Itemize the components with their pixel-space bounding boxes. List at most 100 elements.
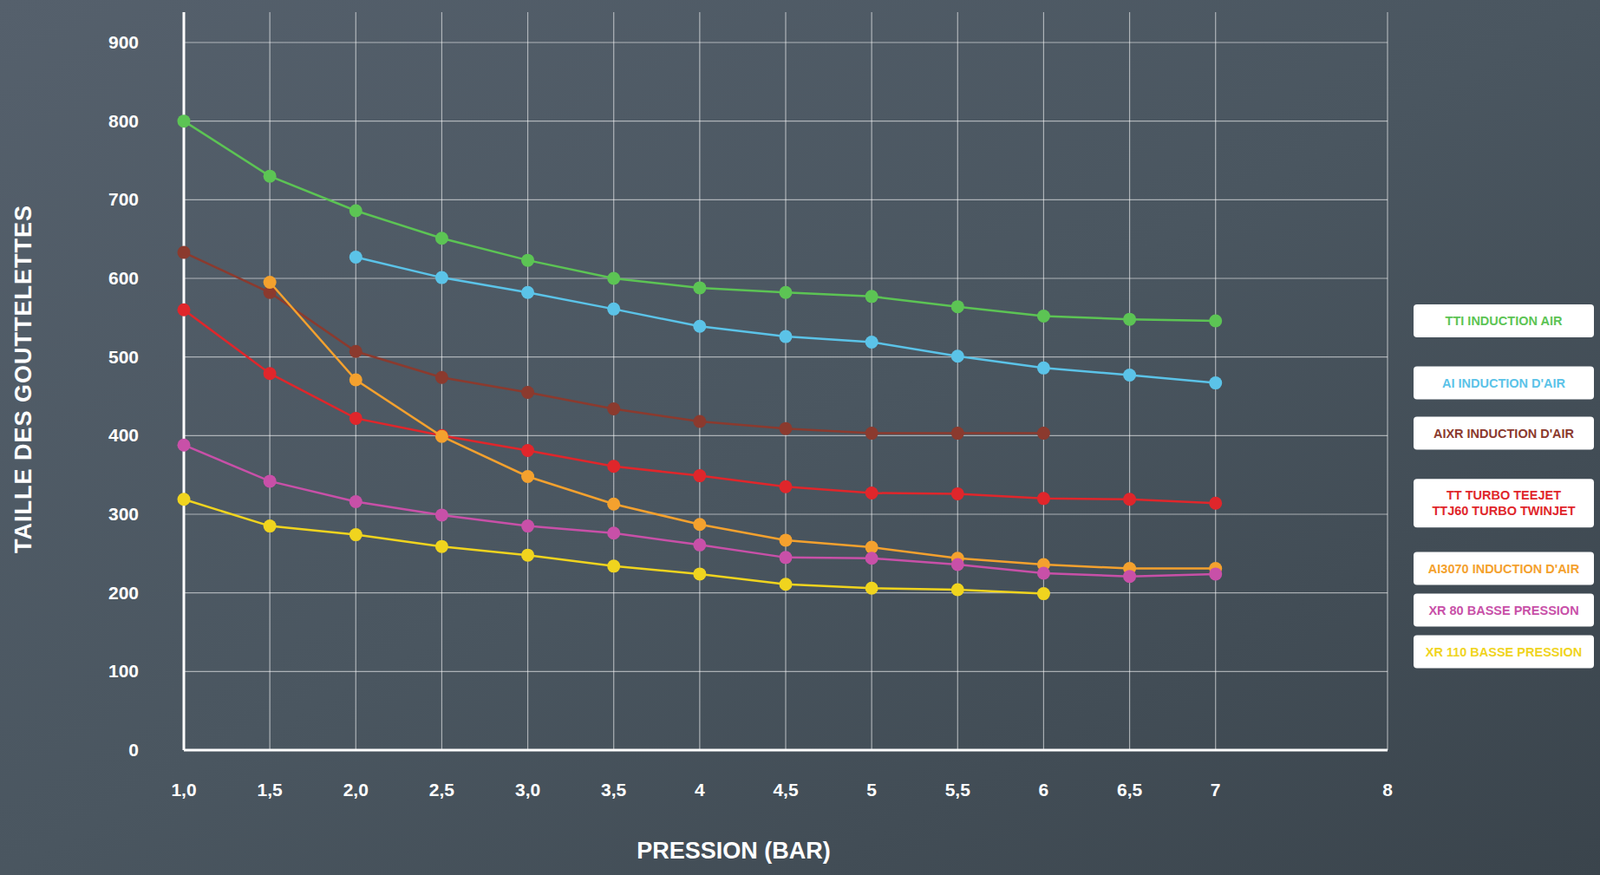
background [0,0,1600,875]
series-point [263,519,277,533]
series-line [183,121,1216,321]
series-point [779,533,793,547]
legend-label: AI3070 INDUCTION D'AIR [1428,561,1581,576]
series-line [183,499,1044,595]
x-tick-label: 4,5 [772,779,799,800]
series-point [263,275,277,289]
legend-label: AI INDUCTION D'AIR [1442,376,1567,391]
series-point [349,345,363,359]
y-tick-label: 200 [108,582,139,603]
x-tick-label: 3,5 [600,779,627,800]
x-tick-label: 1,5 [257,779,284,800]
series-line [183,309,1216,503]
series-point [1037,567,1051,581]
series-point [435,540,449,554]
series-point [865,581,879,595]
series-point [951,487,965,501]
series-point [607,302,621,316]
series-point [435,429,449,443]
legend-label: TTI INDUCTION AIR [1445,313,1563,328]
x-tick-label: 5 [866,779,877,800]
series-point [349,372,363,386]
x-tick-label: 8 [1382,779,1393,800]
series-point [521,519,535,533]
x-tick-label: 3,0 [515,779,541,800]
series-point [607,402,621,416]
series-line [355,257,1215,384]
series-point [865,335,879,349]
x-grid-line [784,12,786,751]
series-point [177,438,191,452]
x-axis-title: PRESSION (BAR) [636,837,831,864]
series-point [521,548,535,562]
y-tick-label: 400 [108,424,139,445]
series-point [1208,496,1222,510]
series-point [607,459,621,473]
series-point [779,422,793,436]
series-point [177,303,191,317]
series-point [951,300,965,314]
y-tick-label: 100 [108,660,139,681]
y-axis-title: TAILLE DES GOUTTELETTES [10,204,37,554]
x-tick-label: 1,0 [170,779,196,800]
x-axis [183,749,1388,752]
x-grid-line [269,12,271,751]
series-point [263,366,277,380]
series-point [951,426,965,440]
series-point [779,330,793,344]
series-point [1037,361,1051,375]
series-point [951,558,965,572]
series-point [1208,313,1222,327]
x-grid-line [1043,12,1045,751]
series-point [607,559,621,573]
y-tick-label: 300 [108,503,139,524]
series-point [435,231,449,245]
x-grid-line [527,12,529,751]
series-point [435,371,449,385]
legend-box [1413,635,1594,669]
x-grid-line [613,12,614,751]
legend-label: XR 80 BASSE PRESSION [1428,603,1579,618]
series-point [1037,426,1051,440]
x-grid-line [957,12,959,751]
series-point [263,169,277,183]
series-point [521,385,535,399]
y-grid-line [183,749,1388,751]
y-tick-label: 600 [108,267,139,288]
legend-box [1413,304,1594,338]
legend-label: TT TURBO TEEJETTTJ60 TURBO TWINJET [1431,488,1575,518]
series-point [779,577,793,591]
series-point [692,415,706,429]
series-point [521,286,535,300]
x-tick-label: 6 [1038,779,1050,800]
series-point [177,246,191,260]
series-point [1123,492,1137,506]
series-point [1123,368,1137,382]
series-point [349,250,363,264]
series-point [1208,376,1222,390]
series-point [435,271,449,285]
x-tick-label: 4 [694,779,706,800]
x-grid-line [698,12,700,751]
legend-label: AIXR INDUCTION D'AIR [1433,426,1575,441]
series-point [607,497,621,511]
legend-box [1413,478,1594,528]
series-point [177,492,191,506]
x-tick-label: 5,5 [945,779,972,800]
series-point [349,411,363,425]
series-point [865,551,879,565]
legend-box [1413,552,1594,586]
x-tick-label: 2,5 [429,779,456,800]
series-point [692,538,706,552]
series-point [692,280,706,294]
series-point [951,349,965,363]
series-point [1123,313,1137,327]
series-point [951,583,965,597]
series-point [1208,567,1222,581]
series-point [779,480,793,494]
x-tick-label: 2,0 [343,779,369,800]
series-point [349,204,363,218]
legend-box [1413,366,1594,400]
y-tick-label: 800 [108,111,139,131]
series-point [435,508,449,522]
